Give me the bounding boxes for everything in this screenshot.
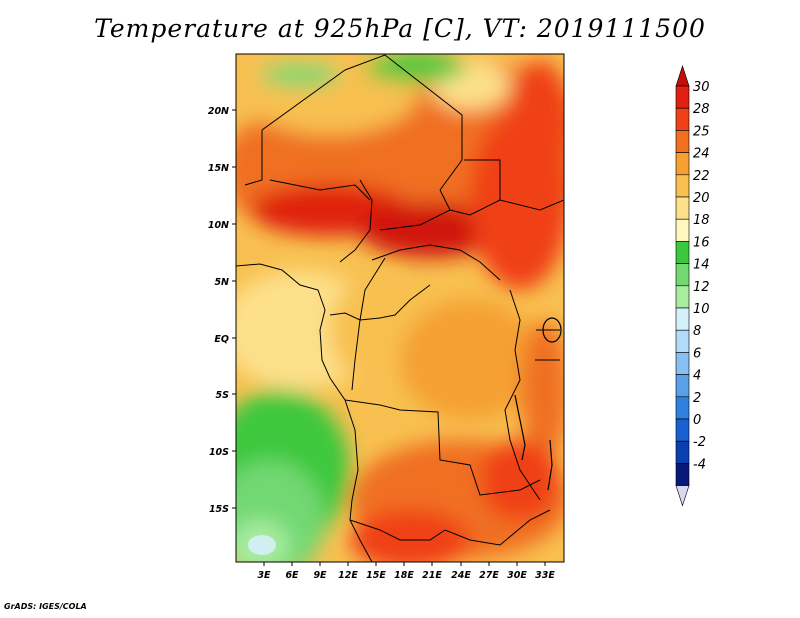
lat-axis: 20N 15N 10N 5N EQ 5S 10S 15S	[208, 106, 236, 515]
colorbar-label: 12	[693, 280, 710, 295]
field-north-green	[365, 54, 465, 82]
colorbar-swatch	[675, 130, 690, 153]
colorbar-label: 16	[693, 235, 710, 250]
colorbar-label: -2	[693, 435, 706, 450]
lon-label: 18E	[394, 570, 414, 581]
field-congo-orange	[400, 300, 540, 420]
field-east-strip	[521, 320, 564, 460]
lon-label: 3E	[257, 570, 271, 581]
border-rift	[504, 289, 541, 501]
lat-label: 10N	[208, 220, 229, 231]
field-hot-northeast	[510, 60, 564, 180]
colorbar-label: 20	[693, 191, 710, 206]
field-south-hot	[350, 510, 470, 562]
lon-label: 30E	[507, 570, 527, 581]
lakes	[514, 317, 562, 491]
colorbar-swatch	[675, 374, 690, 398]
field-southeast-hot	[480, 440, 560, 520]
lake-malawi	[547, 439, 553, 491]
colorbar-label: 28	[693, 102, 710, 117]
lon-label: 24E	[451, 570, 471, 581]
border-sahel	[269, 179, 564, 231]
colorbar-label: -4	[693, 457, 706, 472]
colorbar-label: 4	[693, 369, 701, 384]
border-sudan	[439, 159, 501, 211]
colorbar-label: 0	[693, 413, 701, 428]
colorbar-swatch	[675, 418, 690, 442]
colorbar-label: 8	[693, 324, 701, 339]
field-coldest-spot	[248, 535, 276, 555]
colorbar-over-triangle	[675, 65, 690, 87]
colorbar-label: 2	[693, 391, 701, 406]
lat-label: EQ	[214, 334, 229, 345]
border-sahara	[261, 54, 463, 191]
border-car	[371, 244, 501, 281]
coastline-west	[236, 263, 373, 562]
lat-label: 10S	[209, 447, 229, 458]
border-namibia-botswana	[349, 509, 551, 546]
credit-text: GrADS: IGES/COLA	[4, 602, 87, 611]
colorbar-swatch	[675, 329, 690, 353]
colorbar-swatch	[675, 218, 690, 242]
border-angola-zambia	[344, 399, 541, 496]
lon-label: 9E	[313, 570, 327, 581]
colorbar-label: 24	[693, 147, 710, 162]
border-east	[535, 329, 560, 361]
colorbar-swatch	[675, 85, 690, 109]
colorbar-label: 6	[693, 346, 701, 361]
colorbar-label: 25	[693, 124, 710, 139]
colorbar-swatch	[675, 263, 690, 287]
lon-label: 15E	[366, 570, 386, 581]
colorbar-label: 22	[693, 169, 710, 184]
colorbar-swatch	[675, 241, 690, 264]
lat-label: 5N	[214, 277, 229, 288]
border-cameroon-gabon	[351, 257, 386, 391]
lon-axis: 3E 6E 9E 12E 15E 18E 21E 24E 27E 30E 33E	[257, 562, 555, 581]
colorbar-label: 10	[693, 302, 710, 317]
colorbar-label: 30	[693, 80, 710, 95]
lat-label: 15N	[208, 163, 229, 174]
colorbar-swatch	[675, 174, 690, 198]
lon-label: 12E	[338, 570, 358, 581]
lon-label: 33E	[535, 570, 555, 581]
colorbar-label: 18	[693, 213, 710, 228]
colorbar-swatch	[675, 196, 690, 220]
colorbar-swatch	[675, 396, 690, 420]
colorbar-under-triangle	[675, 485, 690, 507]
colorbar-label: 14	[693, 258, 710, 273]
colorbar-swatch	[675, 152, 690, 176]
lake-victoria	[542, 317, 562, 343]
field-north-lightgreen	[260, 63, 340, 87]
colorbar-swatch	[675, 285, 690, 309]
lon-label: 6E	[285, 570, 299, 581]
lon-label: 21E	[422, 570, 442, 581]
border-niger-chad	[244, 130, 373, 263]
colorbar-swatch	[675, 352, 690, 375]
colorbar-swatch	[675, 440, 690, 464]
map-title: Temperature at 925hPa [C], VT: 201911150…	[94, 14, 706, 43]
lat-label: 5S	[216, 390, 230, 401]
field-hot-central	[360, 202, 500, 258]
colorbar-swatch	[675, 307, 690, 331]
colorbar-swatch	[675, 463, 690, 486]
field-equator-yellow	[330, 280, 410, 380]
colorbar-swatch	[675, 107, 690, 131]
lon-label: 27E	[479, 570, 499, 581]
lat-label: 20N	[208, 106, 229, 117]
border-congo-north	[329, 284, 431, 321]
temperature-field	[236, 54, 564, 562]
lat-label: 15S	[209, 504, 229, 515]
country-borders	[236, 54, 564, 562]
lake-tanganyika	[514, 394, 526, 461]
map-frame	[235, 53, 565, 563]
